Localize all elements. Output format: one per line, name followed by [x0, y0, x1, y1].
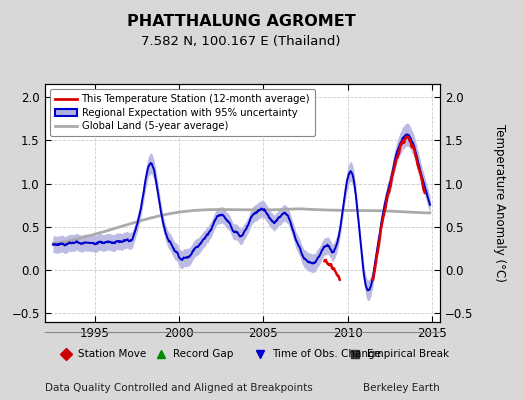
Text: Data Quality Controlled and Aligned at Breakpoints: Data Quality Controlled and Aligned at B…: [45, 383, 312, 393]
Legend: This Temperature Station (12-month average), Regional Expectation with 95% uncer: This Temperature Station (12-month avera…: [50, 89, 315, 136]
Y-axis label: Temperature Anomaly (°C): Temperature Anomaly (°C): [493, 124, 506, 282]
Text: Empirical Break: Empirical Break: [367, 349, 449, 359]
Text: Record Gap: Record Gap: [173, 349, 234, 359]
Text: Berkeley Earth: Berkeley Earth: [364, 383, 440, 393]
Text: Time of Obs. Change: Time of Obs. Change: [272, 349, 381, 359]
Text: Station Move: Station Move: [78, 349, 146, 359]
Text: PHATTHALUNG AGROMET: PHATTHALUNG AGROMET: [127, 14, 355, 30]
Text: 7.582 N, 100.167 E (Thailand): 7.582 N, 100.167 E (Thailand): [141, 36, 341, 48]
